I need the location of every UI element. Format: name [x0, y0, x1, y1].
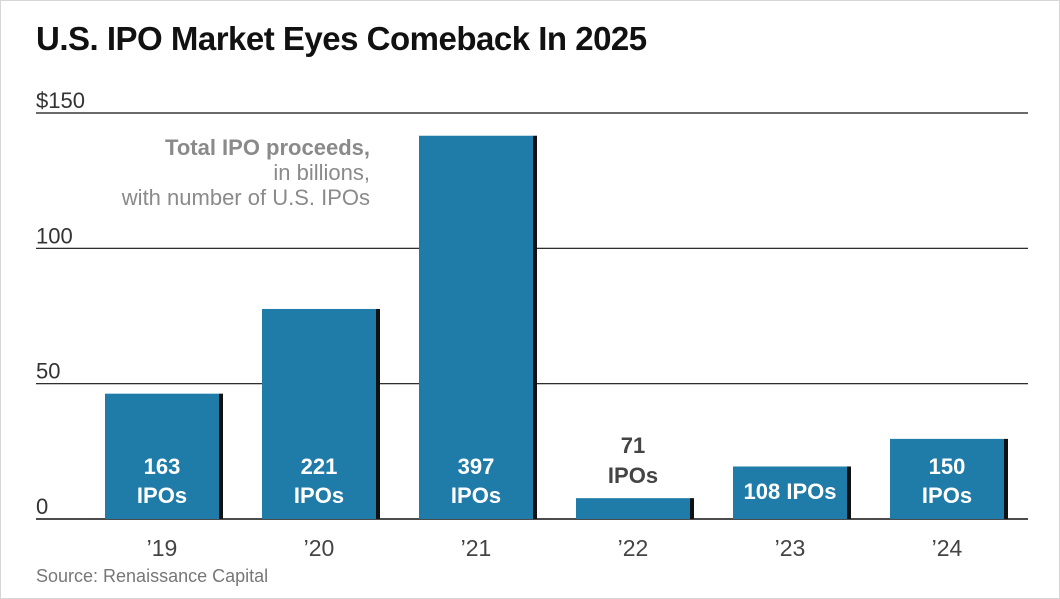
bar: [419, 135, 533, 519]
y-tick-label: $150: [36, 88, 85, 113]
annotation-line: with number of U.S. IPOs: [121, 185, 370, 210]
bar-shadow: [847, 466, 851, 519]
bar: [733, 466, 847, 519]
bar-shadow: [690, 498, 694, 519]
bar-label: IPOs: [922, 483, 972, 508]
bar: [576, 498, 690, 519]
bar-label: IPOs: [294, 483, 344, 508]
bar-label: 71: [621, 433, 645, 458]
bar: [105, 393, 219, 519]
x-tick-label: ’20: [304, 535, 335, 561]
y-tick-labels: 0 50 100 $150: [36, 88, 85, 519]
x-tick-label: ’24: [932, 535, 963, 561]
bar-label: 163: [144, 454, 181, 479]
bar-label: 397: [458, 454, 495, 479]
bar-shadow: [533, 135, 537, 519]
bar-shadow: [376, 308, 380, 519]
annotation-line: in billions,: [273, 160, 370, 185]
bar-shadow: [1004, 438, 1008, 519]
bar-shadow: [219, 393, 223, 519]
bar-label: IPOs: [137, 483, 187, 508]
bar-label: IPOs: [608, 463, 658, 488]
x-tick-labels: ’19 ’20 ’21 ’22 ’23 ’24: [147, 535, 963, 561]
bar-label: 108 IPOs: [744, 479, 837, 504]
bar: [262, 308, 376, 519]
chart-title: U.S. IPO Market Eyes Comeback In 2025: [36, 20, 647, 57]
chart-annotation: Total IPO proceeds,in billions,with numb…: [121, 135, 370, 210]
bars: 163 IPOs 221 IPOs 397 IPOs 71 IPOs 108 IPOs 150 IP…: [105, 135, 1008, 519]
x-tick-label: ’23: [775, 535, 806, 561]
y-tick-label: 100: [36, 223, 73, 248]
annotation-line: Total IPO proceeds,: [165, 135, 370, 160]
bar-label: IPOs: [451, 483, 501, 508]
source-note: Source: Renaissance Capital: [36, 566, 269, 586]
y-tick-label: 50: [36, 359, 60, 384]
x-tick-label: ’21: [461, 535, 492, 561]
bar-label: 150: [929, 454, 966, 479]
x-tick-label: ’22: [618, 535, 649, 561]
x-tick-label: ’19: [147, 535, 178, 561]
bar: [890, 438, 1004, 519]
y-tick-label: 0: [36, 494, 48, 519]
bar-label: 221: [301, 454, 338, 479]
